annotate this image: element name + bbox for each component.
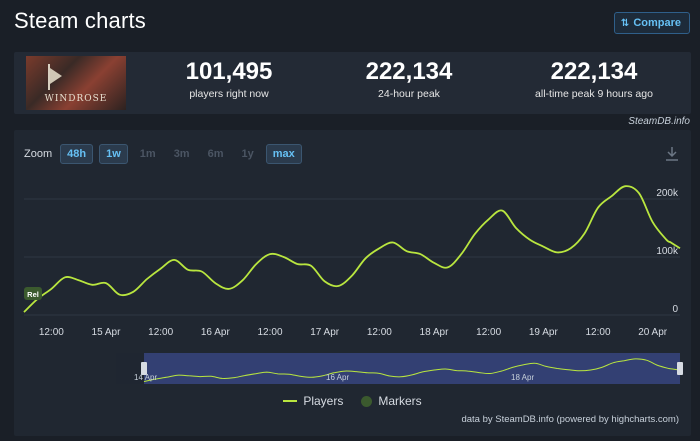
navigator-date-label: 14 Apr bbox=[134, 373, 157, 382]
marker-label: Rel bbox=[27, 290, 39, 299]
navigator[interactable]: 14 Apr 16 Apr 18 Apr bbox=[116, 353, 683, 384]
chart-credits[interactable]: data by SteamDB.info (powered by highcha… bbox=[461, 414, 679, 425]
zoom-3m-button[interactable]: 3m bbox=[173, 148, 190, 160]
stat-value: 222,134 bbox=[365, 58, 453, 85]
x-tick-label: 12:00 bbox=[585, 327, 610, 338]
stat-label: 24-hour peak bbox=[378, 88, 440, 100]
legend-markers[interactable]: Markers bbox=[361, 394, 422, 408]
stat-players-now: 101,495 players right now bbox=[154, 58, 304, 100]
zoom-bar: Zoom 48h 1w 1m 3m 6m 1y max bbox=[24, 144, 302, 164]
x-tick-label: 12:00 bbox=[39, 327, 64, 338]
x-tick-label: 20 Apr bbox=[638, 327, 668, 338]
compare-icon: ⇅ bbox=[620, 17, 630, 29]
y-tick-label: 0 bbox=[672, 304, 678, 315]
x-tick-label: 12:00 bbox=[257, 327, 282, 338]
x-tick-label: 17 Apr bbox=[310, 327, 340, 338]
zoom-label: Zoom bbox=[24, 148, 53, 160]
x-tick-label: 12:00 bbox=[148, 327, 173, 338]
chart-legend: Players Markers bbox=[14, 394, 691, 408]
chart-panel: Zoom 48h 1w 1m 3m 6m 1y max 0 100k 200k 12… bbox=[14, 130, 691, 436]
legend-dot-swatch bbox=[361, 395, 373, 407]
x-tick-label: 16 Apr bbox=[201, 327, 231, 338]
game-thumbnail[interactable]: WINDROSE bbox=[26, 56, 126, 110]
stat-24h-peak: 222,134 24-hour peak bbox=[334, 58, 484, 100]
zoom-6m-button[interactable]: 6m bbox=[207, 148, 224, 160]
player-chart[interactable]: 0 100k 200k 12:00 15 Apr 12:00 16 Apr 12:00 17 … bbox=[14, 130, 691, 385]
navigator-selection[interactable] bbox=[144, 353, 680, 384]
compare-button[interactable]: ⇅ Compare bbox=[613, 12, 690, 34]
stat-value: 222,134 bbox=[550, 58, 638, 85]
source-note[interactable]: SteamDB.info bbox=[628, 116, 690, 127]
game-logo-text: WINDROSE bbox=[44, 94, 108, 104]
stat-all-time-peak: 222,134 all-time peak 9 hours ago bbox=[509, 58, 679, 100]
x-tick-label: 18 Apr bbox=[420, 327, 450, 338]
navigator-handle-right[interactable] bbox=[677, 362, 683, 375]
y-tick-label: 100k bbox=[656, 246, 679, 257]
navigator-date-label: 18 Apr bbox=[511, 373, 534, 382]
x-tick-label: 12:00 bbox=[476, 327, 501, 338]
stat-value: 101,495 bbox=[185, 58, 273, 85]
legend-players-label: Players bbox=[303, 394, 344, 408]
zoom-1y-button[interactable]: 1y bbox=[241, 148, 254, 160]
navigator-date-label: 16 Apr bbox=[326, 373, 349, 382]
navigator-handle-left[interactable] bbox=[141, 362, 147, 375]
zoom-1m-button[interactable]: 1m bbox=[139, 148, 156, 160]
x-tick-label: 15 Apr bbox=[92, 327, 122, 338]
stats-bar: WINDROSE 101,495 players right now 222,1… bbox=[14, 52, 691, 114]
release-marker[interactable]: Rel bbox=[24, 287, 42, 300]
stat-label: all-time peak 9 hours ago bbox=[535, 88, 653, 100]
zoom-1w-button[interactable]: 1w bbox=[99, 144, 128, 164]
legend-markers-label: Markers bbox=[378, 394, 422, 408]
ship-icon bbox=[48, 64, 66, 90]
y-tick-label: 200k bbox=[656, 188, 679, 199]
navigator-line bbox=[143, 358, 681, 382]
zoom-48h-button[interactable]: 48h bbox=[60, 144, 94, 164]
stat-label: players right now bbox=[189, 88, 269, 100]
legend-line-swatch bbox=[283, 400, 298, 402]
page-title: Steam charts bbox=[14, 8, 147, 33]
zoom-max-button[interactable]: max bbox=[265, 144, 302, 164]
players-series-line bbox=[23, 185, 681, 313]
compare-label: Compare bbox=[633, 17, 681, 29]
download-icon[interactable] bbox=[665, 146, 679, 162]
x-tick-label: 12:00 bbox=[367, 327, 392, 338]
x-tick-label: 19 Apr bbox=[529, 327, 559, 338]
legend-players[interactable]: Players bbox=[283, 394, 343, 408]
